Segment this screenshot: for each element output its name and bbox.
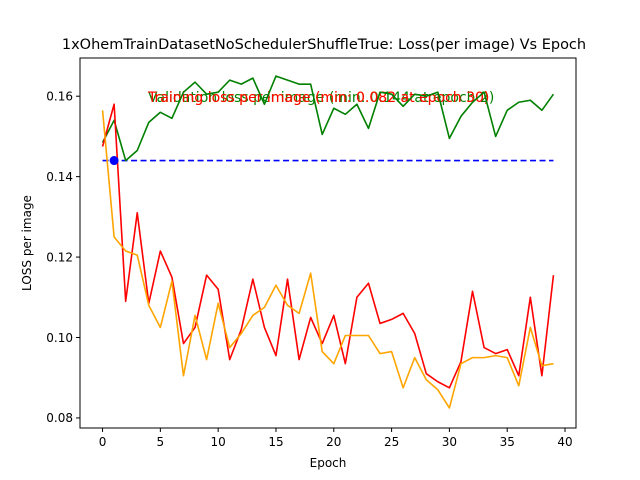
min-marker [109, 156, 119, 166]
x-tick-label: 15 [268, 435, 283, 449]
series-line-0 [101, 75, 555, 162]
series-line-2 [101, 110, 554, 409]
plot-frame [79, 57, 577, 429]
y-tick-label: 0.10 [46, 331, 73, 345]
x-tick-label: 25 [384, 435, 399, 449]
x-tick-label: 35 [500, 435, 515, 449]
annotation-2: Training loss per image (min: 0.082 at e… [147, 90, 489, 106]
y-tick-label: 0.08 [46, 411, 73, 425]
annotation-1: Training loss per image (min: 0.082 at e… [147, 90, 489, 106]
x-tick-label: 40 [557, 435, 572, 449]
y-tick-label: 0.16 [46, 90, 73, 104]
y-tick-label: 0.12 [46, 250, 73, 264]
x-tick-label: 10 [211, 435, 226, 449]
series-line-1 [101, 103, 555, 389]
x-tick-label: 5 [157, 435, 165, 449]
y-tick-label: 0.14 [46, 170, 73, 184]
x-tick-label: 0 [99, 435, 107, 449]
x-tick-label: 30 [442, 435, 457, 449]
chart-title: 1xOhemTrainDatasetNoSchedulerShuffleTrue… [62, 37, 586, 53]
x-tick-label: 20 [326, 435, 341, 449]
x-axis-label: Epoch [310, 456, 347, 470]
y-axis-label: LOSS per image [20, 195, 34, 291]
